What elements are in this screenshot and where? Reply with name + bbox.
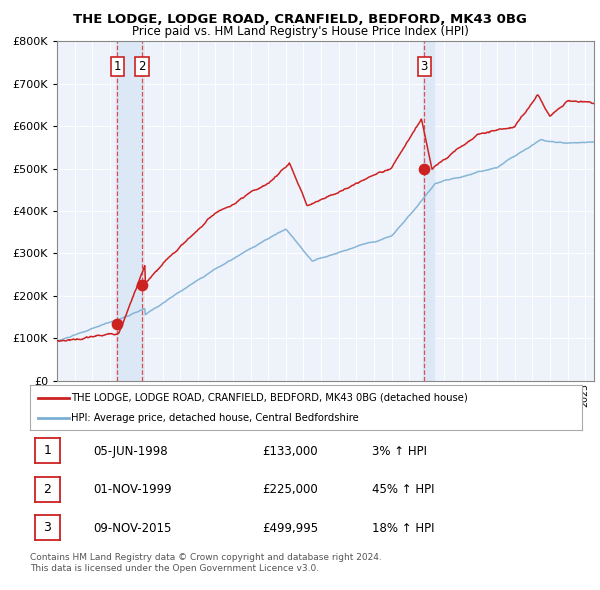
- Bar: [116, 41, 144, 381]
- Text: Contains HM Land Registry data © Crown copyright and database right 2024.: Contains HM Land Registry data © Crown c…: [30, 553, 382, 562]
- Text: £499,995: £499,995: [262, 522, 318, 535]
- Point: [137, 280, 147, 290]
- Point: [113, 319, 122, 329]
- Text: HPI: Average price, detached house, Central Bedfordshire: HPI: Average price, detached house, Cent…: [71, 413, 359, 423]
- Point: [419, 164, 429, 173]
- Text: 2: 2: [43, 483, 52, 496]
- Text: 05-JUN-1998: 05-JUN-1998: [94, 445, 168, 458]
- Text: 01-NOV-1999: 01-NOV-1999: [94, 483, 172, 496]
- Text: Price paid vs. HM Land Registry's House Price Index (HPI): Price paid vs. HM Land Registry's House …: [131, 25, 469, 38]
- Text: 3% ↑ HPI: 3% ↑ HPI: [372, 445, 427, 458]
- Text: 2: 2: [138, 60, 146, 73]
- Text: This data is licensed under the Open Government Licence v3.0.: This data is licensed under the Open Gov…: [30, 564, 319, 573]
- Text: 3: 3: [43, 521, 52, 534]
- Text: THE LODGE, LODGE ROAD, CRANFIELD, BEDFORD, MK43 0BG: THE LODGE, LODGE ROAD, CRANFIELD, BEDFOR…: [73, 13, 527, 26]
- Text: 1: 1: [43, 444, 52, 457]
- Bar: [423, 41, 434, 381]
- Text: 18% ↑ HPI: 18% ↑ HPI: [372, 522, 435, 535]
- Text: 09-NOV-2015: 09-NOV-2015: [94, 522, 172, 535]
- Text: £133,000: £133,000: [262, 445, 317, 458]
- Text: 3: 3: [421, 60, 428, 73]
- Text: 45% ↑ HPI: 45% ↑ HPI: [372, 483, 435, 496]
- Text: 1: 1: [113, 60, 121, 73]
- Text: THE LODGE, LODGE ROAD, CRANFIELD, BEDFORD, MK43 0BG (detached house): THE LODGE, LODGE ROAD, CRANFIELD, BEDFOR…: [71, 393, 468, 402]
- Text: £225,000: £225,000: [262, 483, 317, 496]
